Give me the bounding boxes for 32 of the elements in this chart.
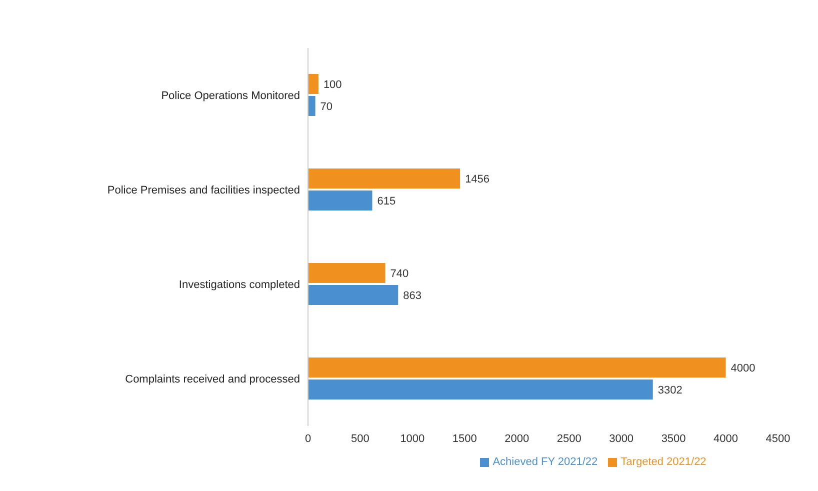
data-label: 1456 xyxy=(465,173,490,186)
x-tick-label: 3500 xyxy=(661,432,686,445)
bar xyxy=(308,190,372,210)
bar xyxy=(308,358,726,378)
x-tick-label: 2500 xyxy=(556,432,582,445)
y-tick-label: Police Premises and facilities inspected xyxy=(107,184,300,197)
x-tick-label: 0 xyxy=(304,432,312,445)
x-tick-label: 3000 xyxy=(609,432,634,445)
x-tick-label: 4000 xyxy=(714,432,738,445)
bar xyxy=(308,263,386,283)
y-tick-label: Police Operations Monitored xyxy=(161,90,300,102)
data-label: 70 xyxy=(320,100,333,113)
bar xyxy=(308,380,653,400)
data-label: 4000 xyxy=(730,362,756,374)
legend-label: Targeted 2021/22 xyxy=(620,456,706,468)
x-tick-label: 4500 xyxy=(766,432,790,445)
data-label: 863 xyxy=(403,290,422,302)
data-label: 615 xyxy=(377,195,396,208)
data-label: 3302 xyxy=(658,384,682,396)
y-tick-label: Complaints received and processed xyxy=(125,374,300,386)
data-label: 100 xyxy=(323,78,342,91)
bar xyxy=(308,285,398,305)
y-tick-label: Investigations completed xyxy=(178,279,300,292)
data-label: 740 xyxy=(390,268,409,280)
x-tick-label: 1000 xyxy=(400,432,425,445)
x-tick-label: 1500 xyxy=(452,432,477,445)
x-tick-label: 500 xyxy=(351,432,370,445)
bar xyxy=(308,74,318,94)
x-tick-label: 2000 xyxy=(504,432,530,445)
legend-label: Achieved FY 2021/22 xyxy=(492,456,598,468)
bar xyxy=(308,96,316,116)
bar xyxy=(308,168,460,188)
